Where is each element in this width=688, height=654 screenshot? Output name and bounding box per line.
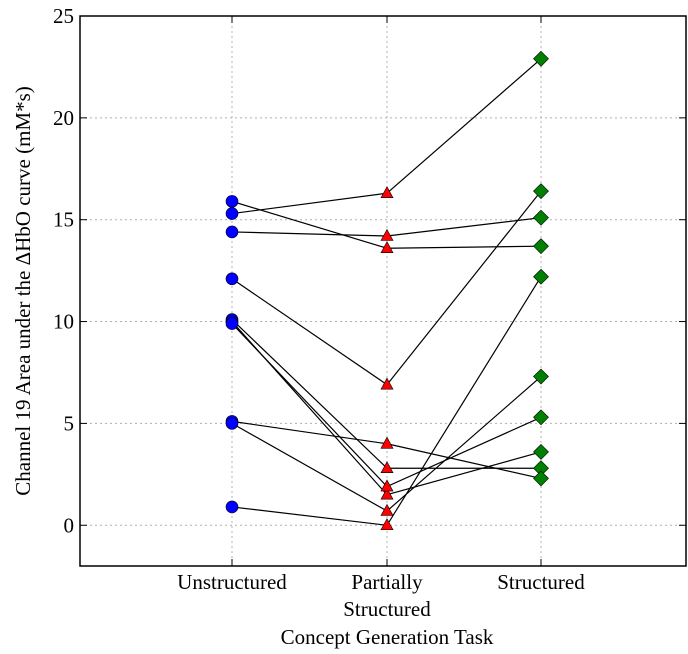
data-point-diamond xyxy=(533,444,549,460)
data-point-diamond xyxy=(533,368,549,385)
data-point-triangle xyxy=(380,503,394,516)
data-point-triangle xyxy=(380,479,394,492)
data-point-diamond xyxy=(533,268,549,285)
data-point-circle xyxy=(225,225,239,239)
data-point-diamond xyxy=(533,183,549,200)
y-tick-label: 25 xyxy=(53,4,74,28)
x-tick-label: Structured xyxy=(343,597,431,621)
data-point-circle xyxy=(225,500,239,514)
x-tick-label: Unstructured xyxy=(177,570,287,594)
data-point-circle xyxy=(225,317,239,330)
data-point-triangle xyxy=(380,228,394,241)
data-point-triangle xyxy=(380,241,394,254)
data-point-triangle xyxy=(380,186,394,199)
data-point-triangle xyxy=(380,487,394,500)
data-point-diamond xyxy=(533,209,549,226)
data-point-triangle xyxy=(380,461,394,474)
data-point-diamond xyxy=(533,409,549,426)
y-tick-label: 20 xyxy=(53,106,74,130)
x-tick-label: Structured xyxy=(497,570,585,594)
y-tick-label: 0 xyxy=(64,513,75,537)
x-axis-title: Concept Generation Task xyxy=(281,625,494,649)
y-tick-label: 15 xyxy=(53,208,74,232)
data-point-diamond xyxy=(533,238,549,255)
data-point-diamond xyxy=(533,50,549,67)
y-tick-label: 5 xyxy=(64,411,75,435)
data-point-diamond xyxy=(533,470,549,487)
data-point-triangle xyxy=(380,377,394,390)
data-point-circle xyxy=(225,417,239,430)
data-point-triangle xyxy=(380,436,394,449)
data-point-circle xyxy=(225,195,239,208)
y-tick-label: 10 xyxy=(53,310,74,334)
data-point-circle xyxy=(225,207,239,220)
plot-frame xyxy=(79,15,687,567)
data-point-circle xyxy=(225,272,239,286)
plot-area xyxy=(80,16,686,566)
y-axis-title: Channel 19 Area under the ΔHbO curve (mM… xyxy=(11,86,35,495)
data-point-triangle xyxy=(380,518,394,531)
x-tick-label: Partially xyxy=(351,570,423,594)
